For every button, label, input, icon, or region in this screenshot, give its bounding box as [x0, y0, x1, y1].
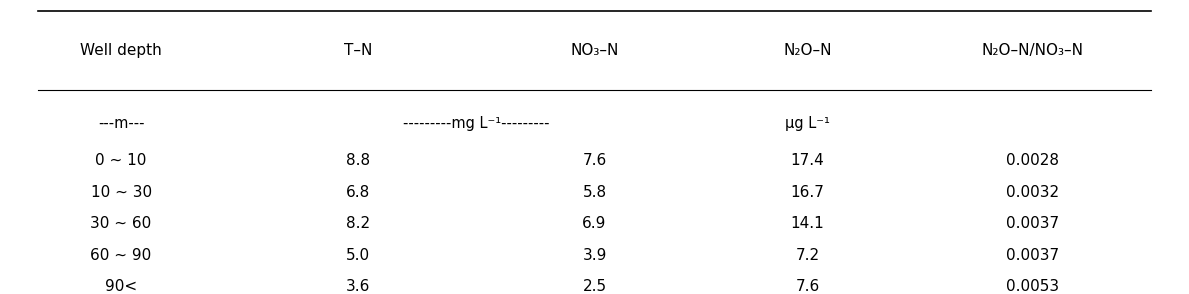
Text: 8.8: 8.8: [346, 153, 370, 168]
Text: N₂O–N: N₂O–N: [784, 43, 832, 58]
Text: 5.8: 5.8: [583, 185, 606, 200]
Text: 7.2: 7.2: [795, 248, 819, 263]
Text: 16.7: 16.7: [791, 185, 824, 200]
Text: 90<: 90<: [105, 279, 137, 294]
Text: 17.4: 17.4: [791, 153, 824, 168]
Text: ---------mg L⁻¹---------: ---------mg L⁻¹---------: [403, 116, 549, 131]
Text: 7.6: 7.6: [583, 153, 606, 168]
Text: 3.6: 3.6: [346, 279, 370, 294]
Text: NO₃–N: NO₃–N: [571, 43, 618, 58]
Text: 0 ~ 10: 0 ~ 10: [95, 153, 146, 168]
Text: 6.9: 6.9: [583, 216, 606, 231]
Text: ---m---: ---m---: [97, 116, 144, 131]
Text: 7.6: 7.6: [795, 279, 819, 294]
Text: 10 ~ 30: 10 ~ 30: [90, 185, 152, 200]
Text: 0.0028: 0.0028: [1006, 153, 1059, 168]
Text: N₂O–N/NO₃–N: N₂O–N/NO₃–N: [981, 43, 1083, 58]
Text: μg L⁻¹: μg L⁻¹: [785, 116, 830, 131]
Text: 14.1: 14.1: [791, 216, 824, 231]
Text: 0.0037: 0.0037: [1006, 216, 1059, 231]
Text: 6.8: 6.8: [346, 185, 370, 200]
Text: 8.2: 8.2: [346, 216, 370, 231]
Text: 0.0053: 0.0053: [1006, 279, 1059, 294]
Text: 5.0: 5.0: [346, 248, 370, 263]
Text: 0.0032: 0.0032: [1006, 185, 1059, 200]
Text: 60 ~ 90: 60 ~ 90: [90, 248, 152, 263]
Text: T–N: T–N: [344, 43, 372, 58]
Text: 0.0037: 0.0037: [1006, 248, 1059, 263]
Text: 3.9: 3.9: [583, 248, 606, 263]
Text: 30 ~ 60: 30 ~ 60: [90, 216, 152, 231]
Text: 2.5: 2.5: [583, 279, 606, 294]
Text: Well depth: Well depth: [80, 43, 162, 58]
